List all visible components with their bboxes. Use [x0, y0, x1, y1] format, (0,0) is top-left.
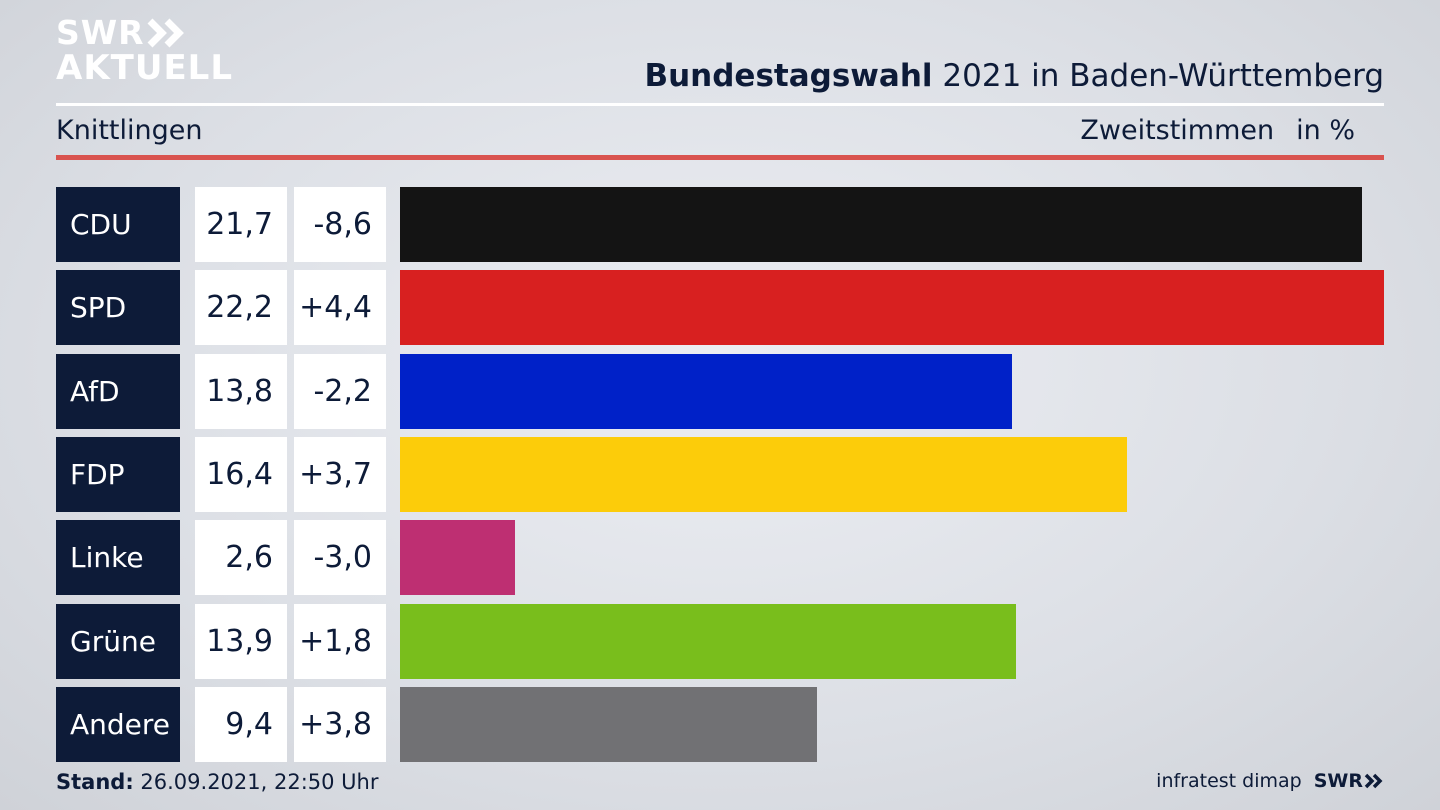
- change-value: +3,8: [294, 686, 386, 762]
- table-row: Grüne 13,9 +1,8: [56, 603, 1384, 679]
- double-chevron-icon: [147, 18, 184, 47]
- table-row: FDP 16,4 +3,7: [56, 436, 1384, 512]
- timestamp: Stand: 26.09.2021, 22:50 Uhr: [56, 770, 379, 794]
- change-value: -8,6: [294, 187, 386, 262]
- table-row: Andere 9,4 +3,8: [56, 686, 1384, 762]
- party-label: FDP: [56, 436, 180, 512]
- double-chevron-small-icon: [1364, 773, 1383, 789]
- party-label: CDU: [56, 187, 180, 262]
- vote-share-value: 13,9: [195, 603, 287, 679]
- bar-linke: [400, 520, 516, 596]
- change-value: -2,2: [294, 353, 386, 429]
- vote-share-value: 9,4: [195, 686, 287, 762]
- footer-swr-logo: SWR: [1314, 770, 1384, 792]
- table-row: Linke 2,6 -3,0: [56, 520, 1384, 596]
- logo-aktuell-text: AKTUELL: [56, 48, 234, 88]
- party-label: SPD: [56, 270, 180, 346]
- table-row: AfD 13,8 -2,2: [56, 353, 1384, 429]
- table-row: SPD 22,2 +4,4: [56, 270, 1384, 346]
- vote-share-value: 22,2: [195, 270, 287, 346]
- change-value: -3,0: [294, 520, 386, 596]
- party-label: Grüne: [56, 603, 180, 679]
- bar-fdp: [400, 436, 1127, 512]
- header-divider: [56, 103, 1384, 106]
- footer-credits: infratest dimap SWR: [1156, 770, 1384, 792]
- vote-share-value: 16,4: [195, 436, 287, 512]
- party-label: AfD: [56, 353, 180, 429]
- stand-label: Stand:: [56, 770, 134, 794]
- measure-label: Zweitstimmen in %: [1080, 115, 1355, 146]
- change-value: +4,4: [294, 270, 386, 346]
- change-value: +1,8: [294, 603, 386, 679]
- chart-title: Bundestagswahl 2021 in Baden-Württemberg: [644, 58, 1384, 94]
- unit-label: in %: [1296, 115, 1355, 146]
- party-label: Andere: [56, 686, 180, 762]
- title-bold: Bundestagswahl: [644, 58, 933, 94]
- bar-cdu: [400, 187, 1362, 262]
- change-value: +3,7: [294, 436, 386, 512]
- source-label: infratest dimap: [1156, 770, 1302, 792]
- swr-aktuell-logo: SWR AKTUELL: [56, 16, 233, 85]
- party-label: Linke: [56, 520, 180, 596]
- accent-divider: [56, 155, 1384, 160]
- vote-share-value: 21,7: [195, 187, 287, 262]
- vote-share-value: 2,6: [195, 520, 287, 596]
- location-label: Knittlingen: [56, 115, 203, 146]
- bar-spd: [400, 270, 1384, 346]
- measure-name: Zweitstimmen: [1080, 115, 1275, 146]
- title-rest: 2021 in Baden-Württemberg: [932, 58, 1384, 94]
- logo-swr-text: SWR: [56, 13, 145, 52]
- stand-value: 26.09.2021, 22:50 Uhr: [133, 770, 379, 794]
- bar-grüne: [400, 603, 1017, 679]
- table-row: CDU 21,7 -8,6: [56, 187, 1384, 262]
- bar-andere: [400, 686, 817, 762]
- footer-swr-text: SWR: [1313, 770, 1363, 792]
- bar-afd: [400, 353, 1012, 429]
- vote-share-value: 13,8: [195, 353, 287, 429]
